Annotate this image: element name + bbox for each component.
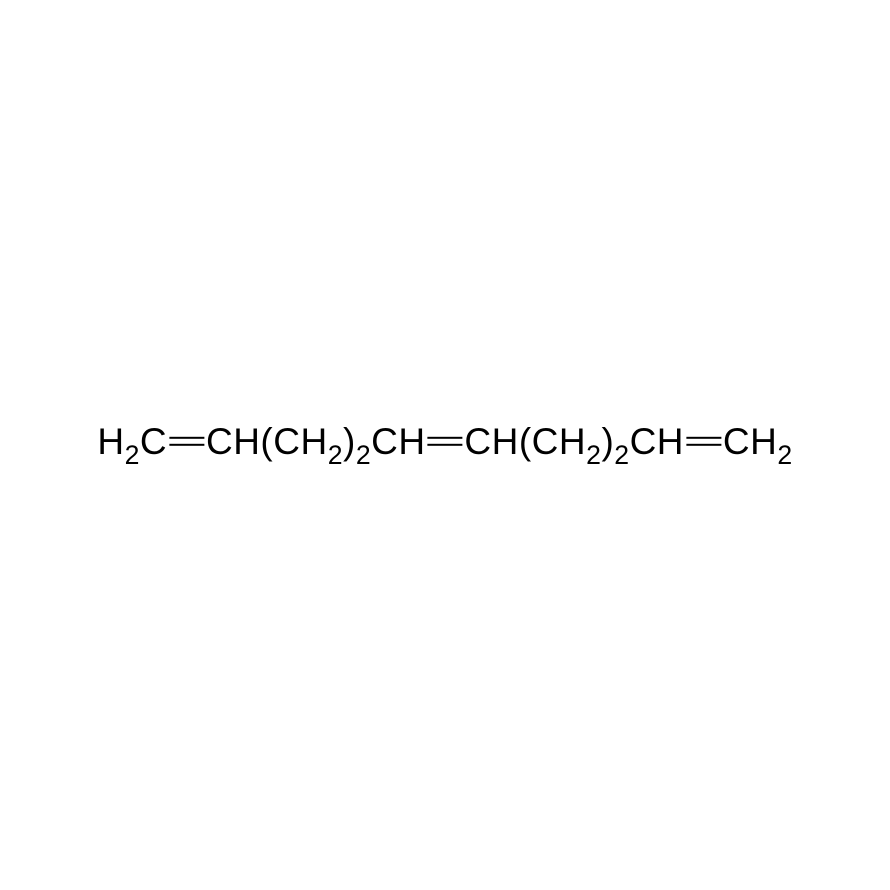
subscript: 2 xyxy=(777,440,792,470)
subscript: 2 xyxy=(328,440,343,470)
subscript: 2 xyxy=(125,440,140,470)
formula-text: ) xyxy=(601,421,614,462)
formula-text: CH xyxy=(630,421,684,462)
formula-text: H xyxy=(97,421,124,462)
double-bond-icon xyxy=(169,423,204,460)
formula-text: CH xyxy=(371,421,425,462)
subscript: 2 xyxy=(586,440,601,470)
formula-text: C xyxy=(140,421,167,462)
formula-text: ) xyxy=(343,421,356,462)
subscript: 2 xyxy=(356,440,371,470)
formula-text: CH(CH xyxy=(206,421,328,462)
chemical-formula: H2CCH(CH2)2CHCH(CH2)2CHCH2 xyxy=(97,421,792,469)
subscript: 2 xyxy=(614,440,629,470)
double-bond-icon xyxy=(427,423,462,460)
double-bond-icon xyxy=(686,423,721,460)
diagram-canvas: H2CCH(CH2)2CHCH(CH2)2CHCH2 xyxy=(0,0,890,890)
formula-text: CH(CH xyxy=(464,421,586,462)
formula-text: CH xyxy=(723,421,777,462)
